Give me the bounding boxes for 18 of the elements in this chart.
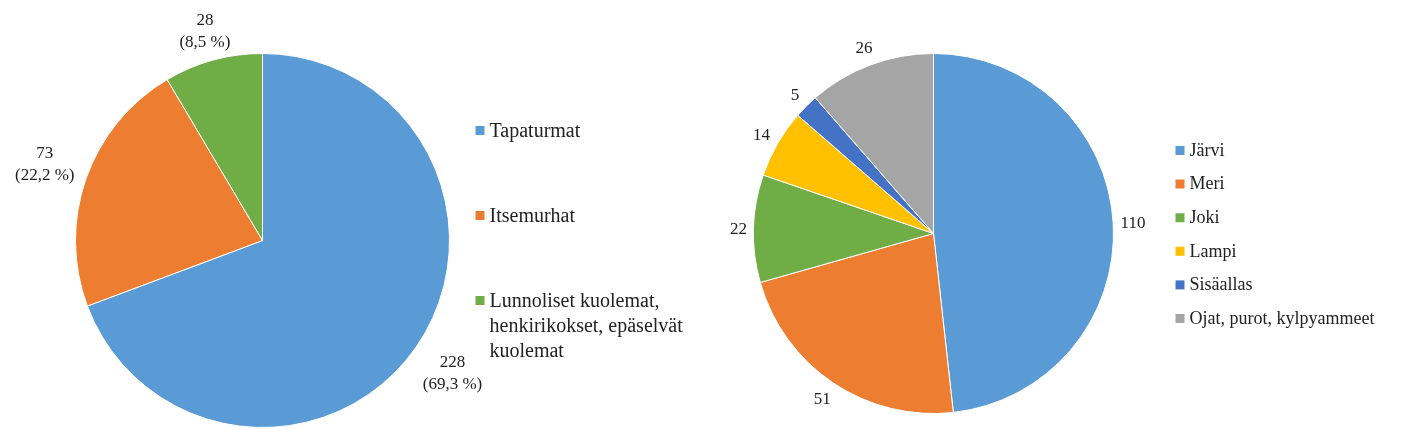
legend-label: Lunnoliset kuolemat, henkirikokset, epäselvät kuolemat (489, 288, 684, 362)
legend-label: Sisäallas (1189, 274, 1253, 295)
data-label: 22 (729, 218, 747, 238)
data-label: 228 (69,3 %) (422, 351, 483, 393)
data-label: 5 (790, 85, 800, 105)
data-label: 51 (813, 389, 831, 409)
data-label: 14 (753, 124, 771, 144)
legend-label: Tapaturmat (489, 118, 581, 142)
data-label: 28 (8,5 %) (179, 9, 231, 51)
data-label: 26 (855, 38, 873, 58)
data-label: 110 (1120, 212, 1146, 232)
legend-label: Lampi (1189, 240, 1237, 261)
legend-label: Joki (1189, 206, 1220, 227)
legend-label: Ojat, purot, kylpyammeet (1189, 307, 1375, 328)
legend-label: Itsemurhat (489, 203, 576, 226)
legend-label: Meri (1189, 173, 1225, 194)
data-label: 73 (22,2 %) (15, 143, 75, 185)
legend-label: Järvi (1189, 139, 1225, 160)
